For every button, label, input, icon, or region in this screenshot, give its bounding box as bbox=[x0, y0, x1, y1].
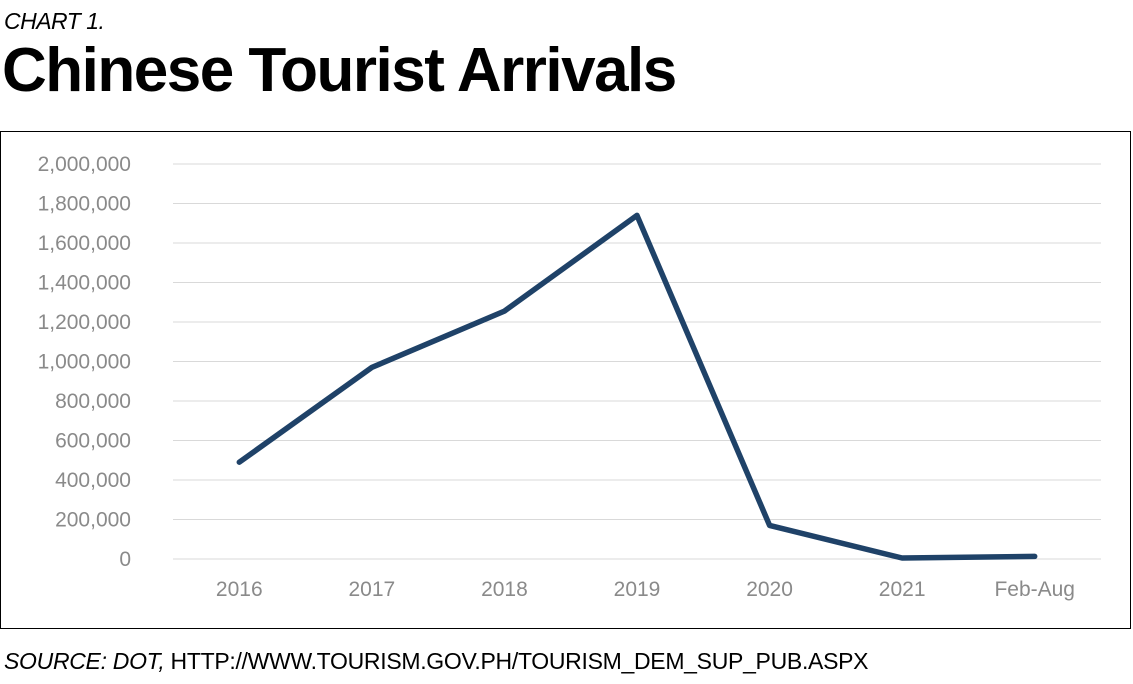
chart-title: Chinese Tourist Arrivals bbox=[2, 36, 677, 105]
x-tick-label: 2018 bbox=[481, 578, 528, 601]
y-tick-label: 1,000,000 bbox=[38, 351, 131, 374]
y-tick-label: 800,000 bbox=[55, 390, 131, 413]
y-tick-label: 1,800,000 bbox=[38, 193, 131, 216]
y-tick-label: 1,400,000 bbox=[38, 272, 131, 295]
y-tick-label: 200,000 bbox=[55, 509, 131, 532]
chart-frame: 0 200,000 400,000 600,000 800,000 1,000,000 1,… bbox=[0, 131, 1131, 629]
x-tick-label: 2021 bbox=[879, 578, 926, 601]
x-tick-label: 2017 bbox=[348, 578, 395, 601]
source-label: SOURCE: DOT, bbox=[4, 648, 165, 674]
x-tick-label: Feb-Aug bbox=[994, 578, 1075, 601]
series-line bbox=[236, 212, 1038, 561]
chart-number-label: CHART 1. bbox=[4, 8, 105, 34]
x-tick-label: 2016 bbox=[216, 578, 263, 601]
y-tick-label: 2,000,000 bbox=[38, 153, 131, 176]
y-tick-label: 600,000 bbox=[55, 430, 131, 453]
y-tick-label: 1,200,000 bbox=[38, 311, 131, 334]
source-url: HTTP://WWW.TOURISM.GOV.PH/TOURISM_DEM_SU… bbox=[170, 648, 869, 674]
source-note: SOURCE: DOT, HTTP://WWW.TOURISM.GOV.PH/T… bbox=[4, 648, 869, 675]
line-chart: 0 200,000 400,000 600,000 800,000 1,000,000 1,… bbox=[38, 153, 1101, 601]
y-tick-label: 1,600,000 bbox=[38, 232, 131, 255]
y-tick-label: 400,000 bbox=[55, 469, 131, 492]
x-tick-label: 2020 bbox=[746, 578, 793, 601]
y-tick-label: 0 bbox=[119, 548, 131, 571]
x-tick-label: 2019 bbox=[614, 578, 661, 601]
